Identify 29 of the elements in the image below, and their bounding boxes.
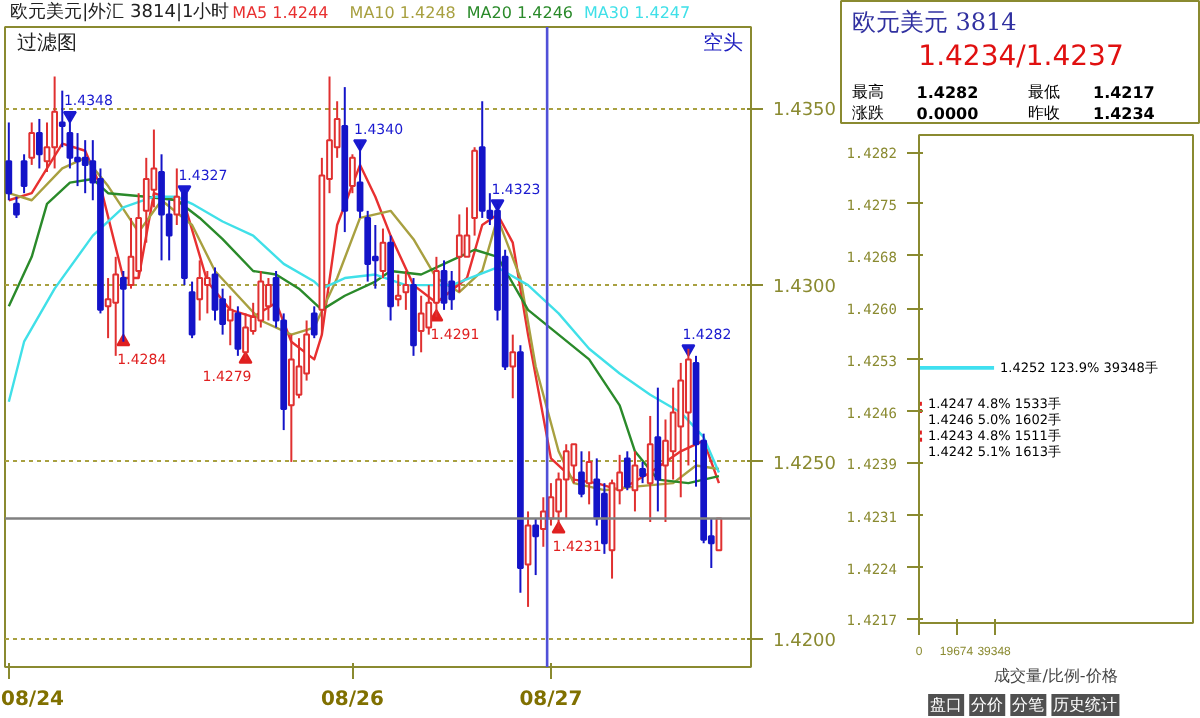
x-tick-label: 08/26 — [320, 689, 384, 711]
text: 分笔 — [1012, 696, 1045, 714]
y-tick-label: 1.4300 — [773, 278, 837, 299]
chart-title: 欧元美元|外汇 3814|1小时 — [10, 1, 230, 23]
chart-subtitle: 过滤图 — [17, 31, 77, 55]
text: MA5 1.4244 — [232, 4, 329, 22]
text: MA30 1.4247 — [584, 4, 691, 22]
text: 0.0000 — [916, 104, 980, 123]
text: 1.4282 — [916, 83, 979, 102]
text: 1.4234 — [1093, 104, 1156, 123]
annotation: 空头 — [703, 31, 743, 55]
text: 历史统计 — [1053, 696, 1118, 714]
text: 分价 — [971, 696, 1004, 714]
text: 1.4217 — [1093, 83, 1155, 102]
text: 最高 — [851, 82, 884, 101]
text: 涨跌 — [851, 103, 884, 122]
text: 最低 — [1028, 82, 1061, 101]
x-tick-label: 08/24 — [1, 689, 65, 711]
y-tick-label: 1.4250 — [773, 454, 837, 475]
text: 盘口 — [930, 696, 963, 714]
y-tick-label: 1.4200 — [773, 631, 837, 652]
text: 欧元美元 3814 — [851, 8, 1018, 37]
x-axis-title: 成交量/比例-价格 — [994, 667, 1118, 685]
x-tick-label: 08/27 — [519, 689, 583, 711]
text: 昨收 — [1028, 103, 1061, 122]
text: MA10 1.4248 — [349, 4, 456, 22]
text: 1.4234/1.4237 — [918, 40, 1124, 73]
y-tick-label: 1.4350 — [773, 101, 837, 122]
text: MA20 1.4246 — [466, 4, 573, 22]
